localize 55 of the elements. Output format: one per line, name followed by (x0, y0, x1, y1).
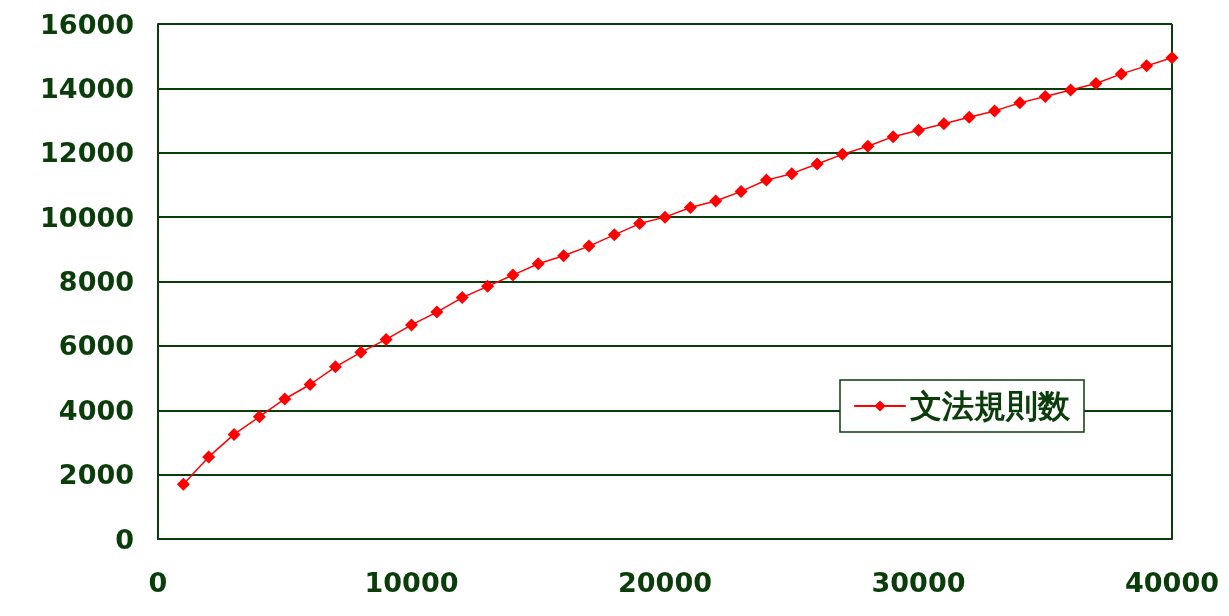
point (1038, 89, 1052, 103)
x-tick-label: 0 (148, 567, 168, 598)
x-tick-label: 40000 (1125, 567, 1219, 598)
point (176, 477, 190, 491)
point (430, 305, 444, 319)
point (455, 291, 469, 305)
y-tick-label: 14000 (40, 72, 134, 104)
point (962, 110, 976, 124)
point (759, 173, 773, 187)
point (937, 117, 951, 131)
point (1165, 51, 1179, 65)
point (785, 167, 799, 181)
point (810, 157, 824, 171)
point (886, 130, 900, 144)
point (1140, 59, 1154, 73)
point (709, 194, 723, 208)
y-tick-label: 10000 (40, 201, 134, 233)
point (481, 279, 495, 293)
point (1089, 77, 1103, 91)
x-tick-label: 10000 (364, 567, 459, 598)
point (531, 257, 545, 271)
point (506, 268, 520, 282)
point (835, 147, 849, 161)
x-tick-label: 20000 (618, 567, 712, 598)
point (658, 210, 672, 224)
point (1013, 96, 1027, 110)
point (734, 184, 748, 198)
point (912, 123, 925, 137)
point (227, 427, 241, 441)
point (252, 410, 266, 424)
y-tick-label: 4000 (58, 394, 134, 426)
legend-label: 文法規則数 (910, 387, 1071, 425)
y-tick-label: 6000 (58, 330, 134, 362)
point (557, 249, 571, 263)
y-tick-label: 8000 (58, 266, 134, 297)
x-tick-label: 30000 (871, 567, 966, 598)
point (1114, 67, 1128, 81)
point (607, 228, 621, 242)
point (354, 345, 368, 359)
point (861, 139, 875, 153)
y-tick-label: 2000 (58, 459, 134, 491)
point (405, 318, 418, 332)
point (379, 332, 393, 346)
point (582, 239, 596, 253)
point (1064, 83, 1078, 97)
point (303, 378, 317, 391)
y-tick-label: 0 (115, 523, 134, 555)
y-tick-label: 12000 (40, 137, 134, 169)
y-tick-label: 16000 (40, 8, 134, 40)
point (278, 392, 292, 406)
point (633, 217, 647, 231)
point (202, 450, 216, 464)
point (683, 200, 697, 214)
point (988, 104, 1002, 118)
point (328, 360, 342, 374)
